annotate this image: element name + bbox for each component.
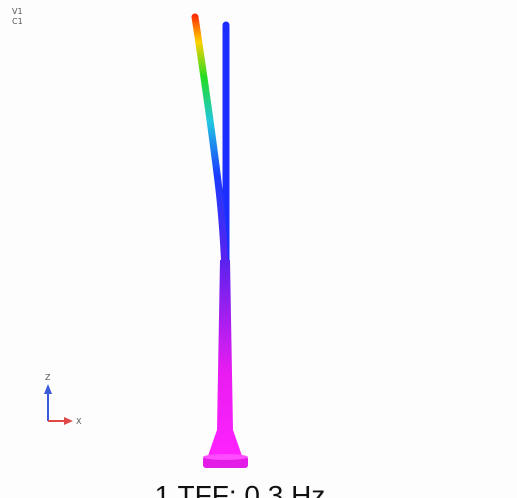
flange-top <box>203 454 248 460</box>
viewport: V1 C1 Z X 1 TFF: 0.3 Hz <box>0 0 517 498</box>
case-label: C1 <box>12 17 23 26</box>
page: {"labels": {"view": "V1", "case": "C1"},… <box>0 0 517 498</box>
x-label: X <box>76 417 82 426</box>
z-label: Z <box>45 373 51 382</box>
caption: 1 TFF: 0.3 Hz <box>155 480 326 498</box>
view-label: V1 <box>12 7 23 16</box>
